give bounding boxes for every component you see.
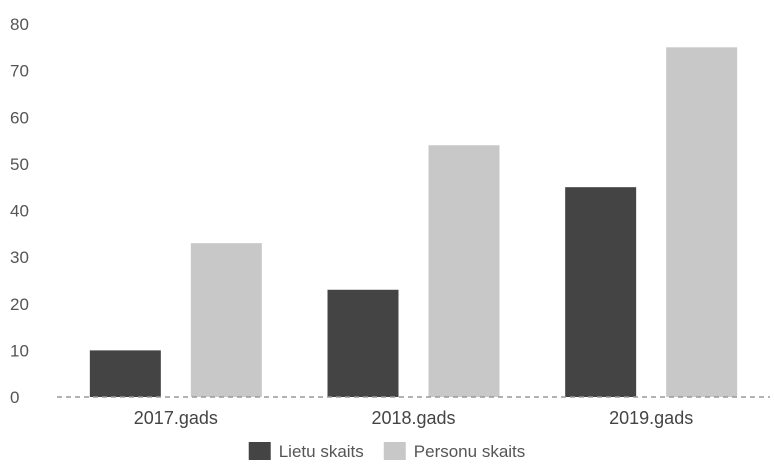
y-tick-label: 60 xyxy=(10,108,29,127)
y-tick-label: 0 xyxy=(10,388,19,407)
y-tick-label: 30 xyxy=(10,248,29,267)
bar-lietu-skaits-2019-gads xyxy=(565,187,637,397)
bar-personu-skaits-2018-gads xyxy=(428,145,500,397)
legend-item: Lietu skaits xyxy=(248,442,364,461)
x-tick-label: 2018.gads xyxy=(371,408,455,428)
y-tick-label: 40 xyxy=(10,202,29,221)
legend-swatch xyxy=(383,442,406,460)
y-tick-label: 80 xyxy=(10,15,29,34)
y-tick-label: 50 xyxy=(10,155,29,174)
y-axis: 0 10 20 30 40 50 60 70 80 xyxy=(10,15,29,407)
bars xyxy=(89,47,738,397)
legend-label: Lietu skaits xyxy=(279,442,364,461)
bar-lietu-skaits-2018-gads xyxy=(327,289,399,397)
legend: Lietu skaits Personu skaits xyxy=(248,442,526,461)
y-tick-label: 70 xyxy=(10,62,29,81)
bar-lietu-skaits-2017-gads xyxy=(89,350,161,397)
bar-personu-skaits-2019-gads xyxy=(666,47,738,397)
x-tick-label: 2019.gads xyxy=(609,408,693,428)
legend-swatch xyxy=(248,442,271,460)
y-tick-label: 20 xyxy=(10,295,29,314)
bar-personu-skaits-2017-gads xyxy=(190,243,262,397)
x-tick-label: 2017.gads xyxy=(134,408,218,428)
y-tick-label: 10 xyxy=(10,341,29,360)
x-axis: 2017.gads 2018.gads 2019.gads xyxy=(134,408,693,428)
legend-item: Personu skaits xyxy=(383,442,526,461)
legend-label: Personu skaits xyxy=(414,442,526,461)
